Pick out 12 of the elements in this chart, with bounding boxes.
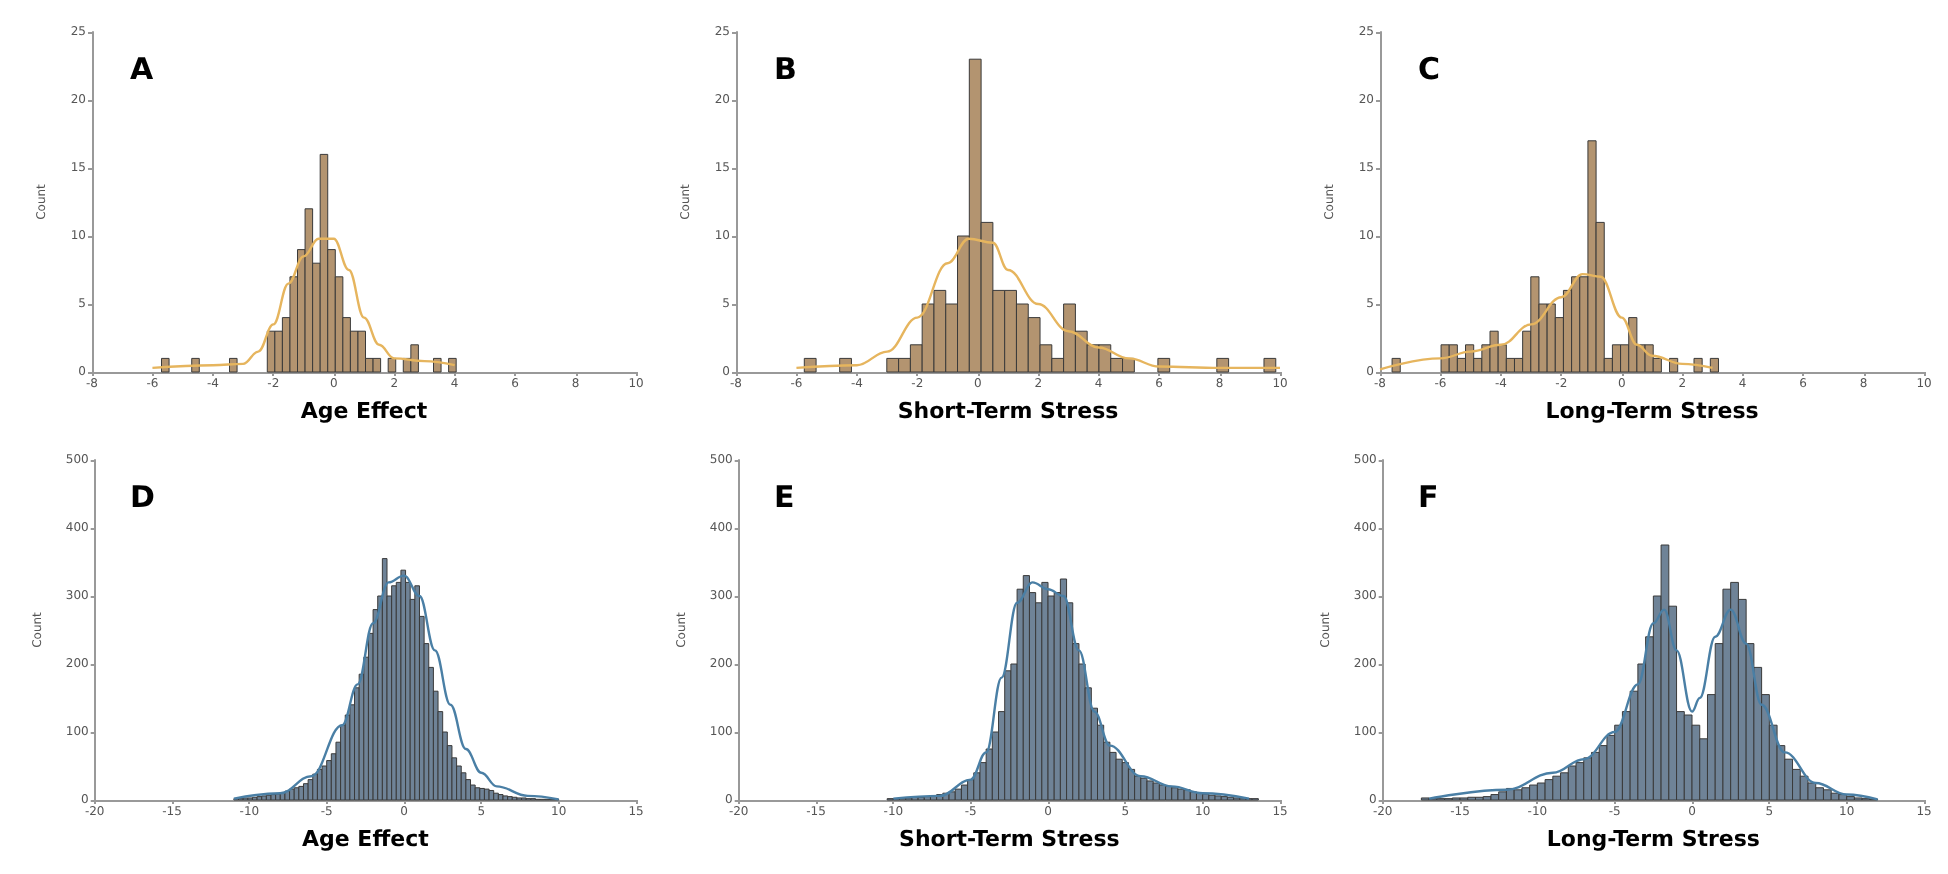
x-axis-title: Age Effect	[300, 398, 428, 424]
text: C	[1418, 51, 1441, 87]
x-axis-title: Long-Term Stress	[1545, 398, 1760, 424]
x-axis-title: Short-Term Stress	[899, 826, 1121, 852]
text: F	[1418, 479, 1439, 515]
x-axis-title: Long-Term Stress	[1546, 826, 1761, 852]
text: D	[130, 479, 155, 515]
x-axis-title: Age Effect	[302, 826, 429, 852]
text: B	[774, 51, 797, 87]
text: A	[130, 51, 154, 87]
x-axis-title: Short-Term Stress	[897, 398, 1120, 424]
text: E	[774, 479, 795, 515]
